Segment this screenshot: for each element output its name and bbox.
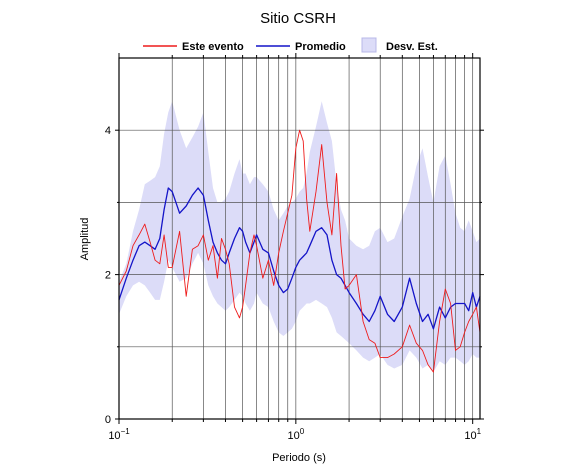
legend-swatch-desv-est	[361, 37, 377, 53]
chart-title: Sitio CSRH	[260, 10, 336, 27]
y-axis-label: Amplitud	[79, 218, 91, 261]
grid	[119, 58, 480, 419]
y-tick-label: 4	[105, 125, 111, 137]
legend: Este evento Promedio Desv. Est.	[143, 37, 438, 53]
legend-label-promedio: Promedio	[295, 41, 346, 53]
legend-label-desv-est: Desv. Est.	[386, 41, 438, 53]
series-line-este-evento	[118, 129, 481, 373]
x-tick-label: 100	[287, 427, 304, 442]
x-tick-label: 101	[464, 427, 481, 442]
y-tick-label: 0	[105, 414, 111, 426]
y-tick-label: 2	[105, 270, 111, 282]
x-tick-label: 10−1	[108, 427, 130, 442]
plot-frame	[118, 57, 481, 420]
x-axis-label: Periodo (s)	[272, 452, 326, 464]
std-band	[119, 101, 480, 373]
legend-label-este-evento: Este evento	[182, 41, 244, 53]
series-line-promedio	[118, 187, 481, 330]
